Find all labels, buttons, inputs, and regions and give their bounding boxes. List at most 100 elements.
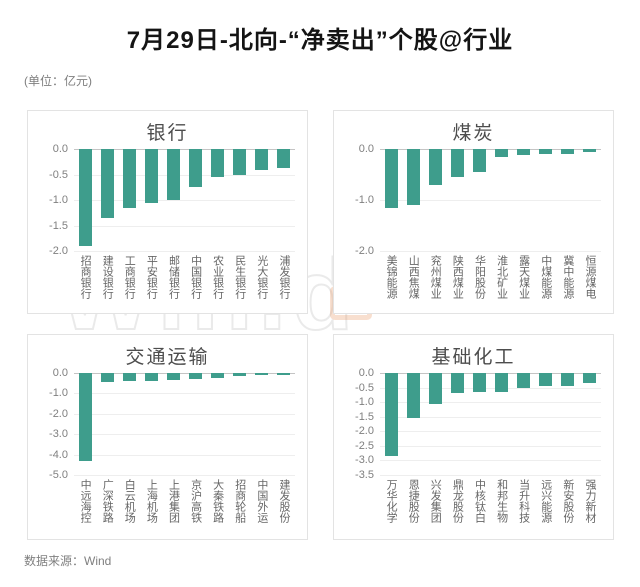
bar-民生银行: [233, 149, 247, 175]
y-axis-tick-label: 0.0: [358, 367, 374, 379]
bar-建发股份: [277, 373, 291, 375]
bar-slot: [579, 149, 601, 251]
bar-slot: [96, 149, 118, 251]
bar-slot: [251, 373, 273, 475]
bar-slot: [184, 373, 206, 475]
bar-恩捷股份: [406, 373, 420, 419]
plot-area-coal: 0.0 -1.0 -2.0: [355, 143, 601, 257]
x-axis-category-label: 兖州煤业: [429, 255, 442, 299]
bar-浦发银行: [277, 149, 291, 169]
x-axis-category-label: 兴发集团: [429, 479, 442, 523]
bar-农业银行: [211, 149, 225, 178]
bars-group: [380, 149, 601, 251]
bar-鼎龙股份: [450, 373, 464, 394]
x-axis-category-label: 陕西煤业: [451, 255, 464, 299]
gridline: [380, 251, 601, 252]
bar-slot: [557, 149, 579, 251]
bar-slot: [140, 373, 162, 475]
y-axis-tick-label: -1.0: [355, 194, 374, 206]
x-axis-category-label: 浦发银行: [277, 255, 290, 299]
bar-slot: [162, 149, 184, 251]
y-axis-tick-label: -3.0: [49, 428, 68, 441]
bar-强力新材: [583, 373, 597, 384]
gridline: [380, 200, 601, 201]
plot-area-chemicals: 0.0 -0.5 -1.0 -1.5 -2.0 -2.5 -3.0 -3.5: [355, 367, 601, 481]
x-axis-labels-chemicals: 万华化学 恩捷股份 兴发集团 鼎龙股份 中核钛白 和邦生物 当升科技 远兴能源 新安股份 强力新材: [380, 479, 601, 535]
bar-美锦能源: [384, 149, 398, 208]
bar-slot: [207, 373, 229, 475]
chart-panel-transport: 交通运输 0.0 -1.0 -2.0 -3.0 -4.0 -5.0 中远海控 广深铁路 白云机…: [27, 334, 308, 540]
bar-新安股份: [561, 373, 575, 387]
x-axis-category-label: 京沪高铁: [189, 479, 202, 523]
zero-axis-line: [74, 149, 295, 150]
x-axis-category-label: 鼎龙股份: [451, 479, 464, 523]
x-axis-category-label: 中国外运: [255, 479, 268, 523]
bar-slot: [380, 373, 402, 475]
bar-slot: [490, 149, 512, 251]
x-axis-category-label: 招商轮船: [233, 479, 246, 523]
bar-slot: [273, 149, 295, 251]
bar-平安银行: [144, 149, 158, 203]
x-axis-category-label: 当升科技: [517, 479, 530, 523]
y-axis-tick-label: -3.0: [355, 454, 374, 467]
x-axis-category-label: 和邦生物: [495, 479, 508, 523]
bar-slot: [229, 149, 251, 251]
x-axis-category-label: 中国银行: [189, 255, 202, 299]
x-axis-category-label: 华阳股份: [473, 255, 486, 299]
bar-广深铁路: [100, 373, 114, 383]
y-axis-tick-label: -1.0: [49, 194, 68, 206]
plot-area-banking: 0.0 -0.5 -1.0 -1.5 -2.0: [49, 143, 295, 257]
bar-slot: [140, 149, 162, 251]
bar-slot: [402, 373, 424, 475]
x-axis-category-label: 恩捷股份: [407, 479, 420, 523]
chart-panel-chemicals: 基础化工 0.0 -0.5 -1.0 -1.5 -2.0 -2.5 -3.0 -3.5 万华化…: [333, 334, 614, 540]
x-axis-category-label: 农业银行: [211, 255, 224, 299]
bar-中远海控: [78, 373, 92, 461]
y-axis-tick-label: -0.5: [49, 168, 68, 181]
y-axis-tick-label: -5.0: [49, 469, 68, 481]
gridline: [74, 200, 295, 201]
bar-slot: [535, 373, 557, 475]
gridline: [380, 460, 601, 462]
bar-slot: [251, 149, 273, 251]
y-axis-tick-label: -1.5: [49, 219, 68, 232]
x-axis-category-label: 邮储银行: [167, 255, 180, 299]
bar-上海机场: [144, 373, 158, 381]
bars-group: [74, 149, 295, 251]
x-axis-category-label: 上港集团: [167, 479, 180, 523]
x-axis-category-label: 大秦铁路: [211, 479, 224, 523]
bar-露天煤业: [517, 149, 531, 156]
bar-slot: [74, 149, 96, 251]
bar-白云机场: [122, 373, 136, 382]
x-axis-category-label: 平安银行: [145, 255, 158, 299]
bar-slot: [535, 149, 557, 251]
x-axis-category-label: 招商银行: [79, 255, 92, 299]
bar-华阳股份: [472, 149, 486, 172]
gridline: [380, 416, 601, 418]
bar-slot: [490, 373, 512, 475]
bar-光大银行: [255, 149, 269, 171]
x-axis-category-label: 工商银行: [123, 255, 136, 299]
y-axis-tick-label: 0.0: [52, 367, 68, 379]
x-axis-category-label: 山西焦煤: [407, 255, 420, 299]
chart-title-coal: 煤炭: [452, 123, 495, 144]
x-axis-labels-transport: 中远海控 广深铁路 白云机场 上海机场 上港集团 京沪高铁 大秦铁路 招商轮船 中国外运 建发股份: [74, 479, 295, 535]
y-axis-tick-label: -4.0: [49, 448, 68, 461]
bar-淮北矿业: [495, 149, 509, 157]
x-axis-category-label: 淮北矿业: [495, 255, 508, 299]
y-axis-tick-label: -1.0: [355, 396, 374, 409]
gridline: [380, 475, 601, 476]
plot-area-transport: 0.0 -1.0 -2.0 -3.0 -4.0 -5.0: [49, 367, 295, 481]
bar-和邦生物: [495, 373, 509, 392]
bar-远兴能源: [539, 373, 553, 387]
bar-slot: [207, 149, 229, 251]
bar-slot: [424, 373, 446, 475]
bar-兖州煤业: [428, 149, 442, 185]
x-axis-category-label: 露天煤业: [517, 255, 530, 299]
x-axis-category-label: 中煤能源: [539, 255, 552, 299]
gridline: [74, 454, 295, 456]
x-axis-category-label: 上海机场: [145, 479, 158, 523]
gridline: [380, 431, 601, 433]
bar-slot: [229, 373, 251, 475]
x-axis-category-label: 中远海控: [79, 479, 92, 523]
